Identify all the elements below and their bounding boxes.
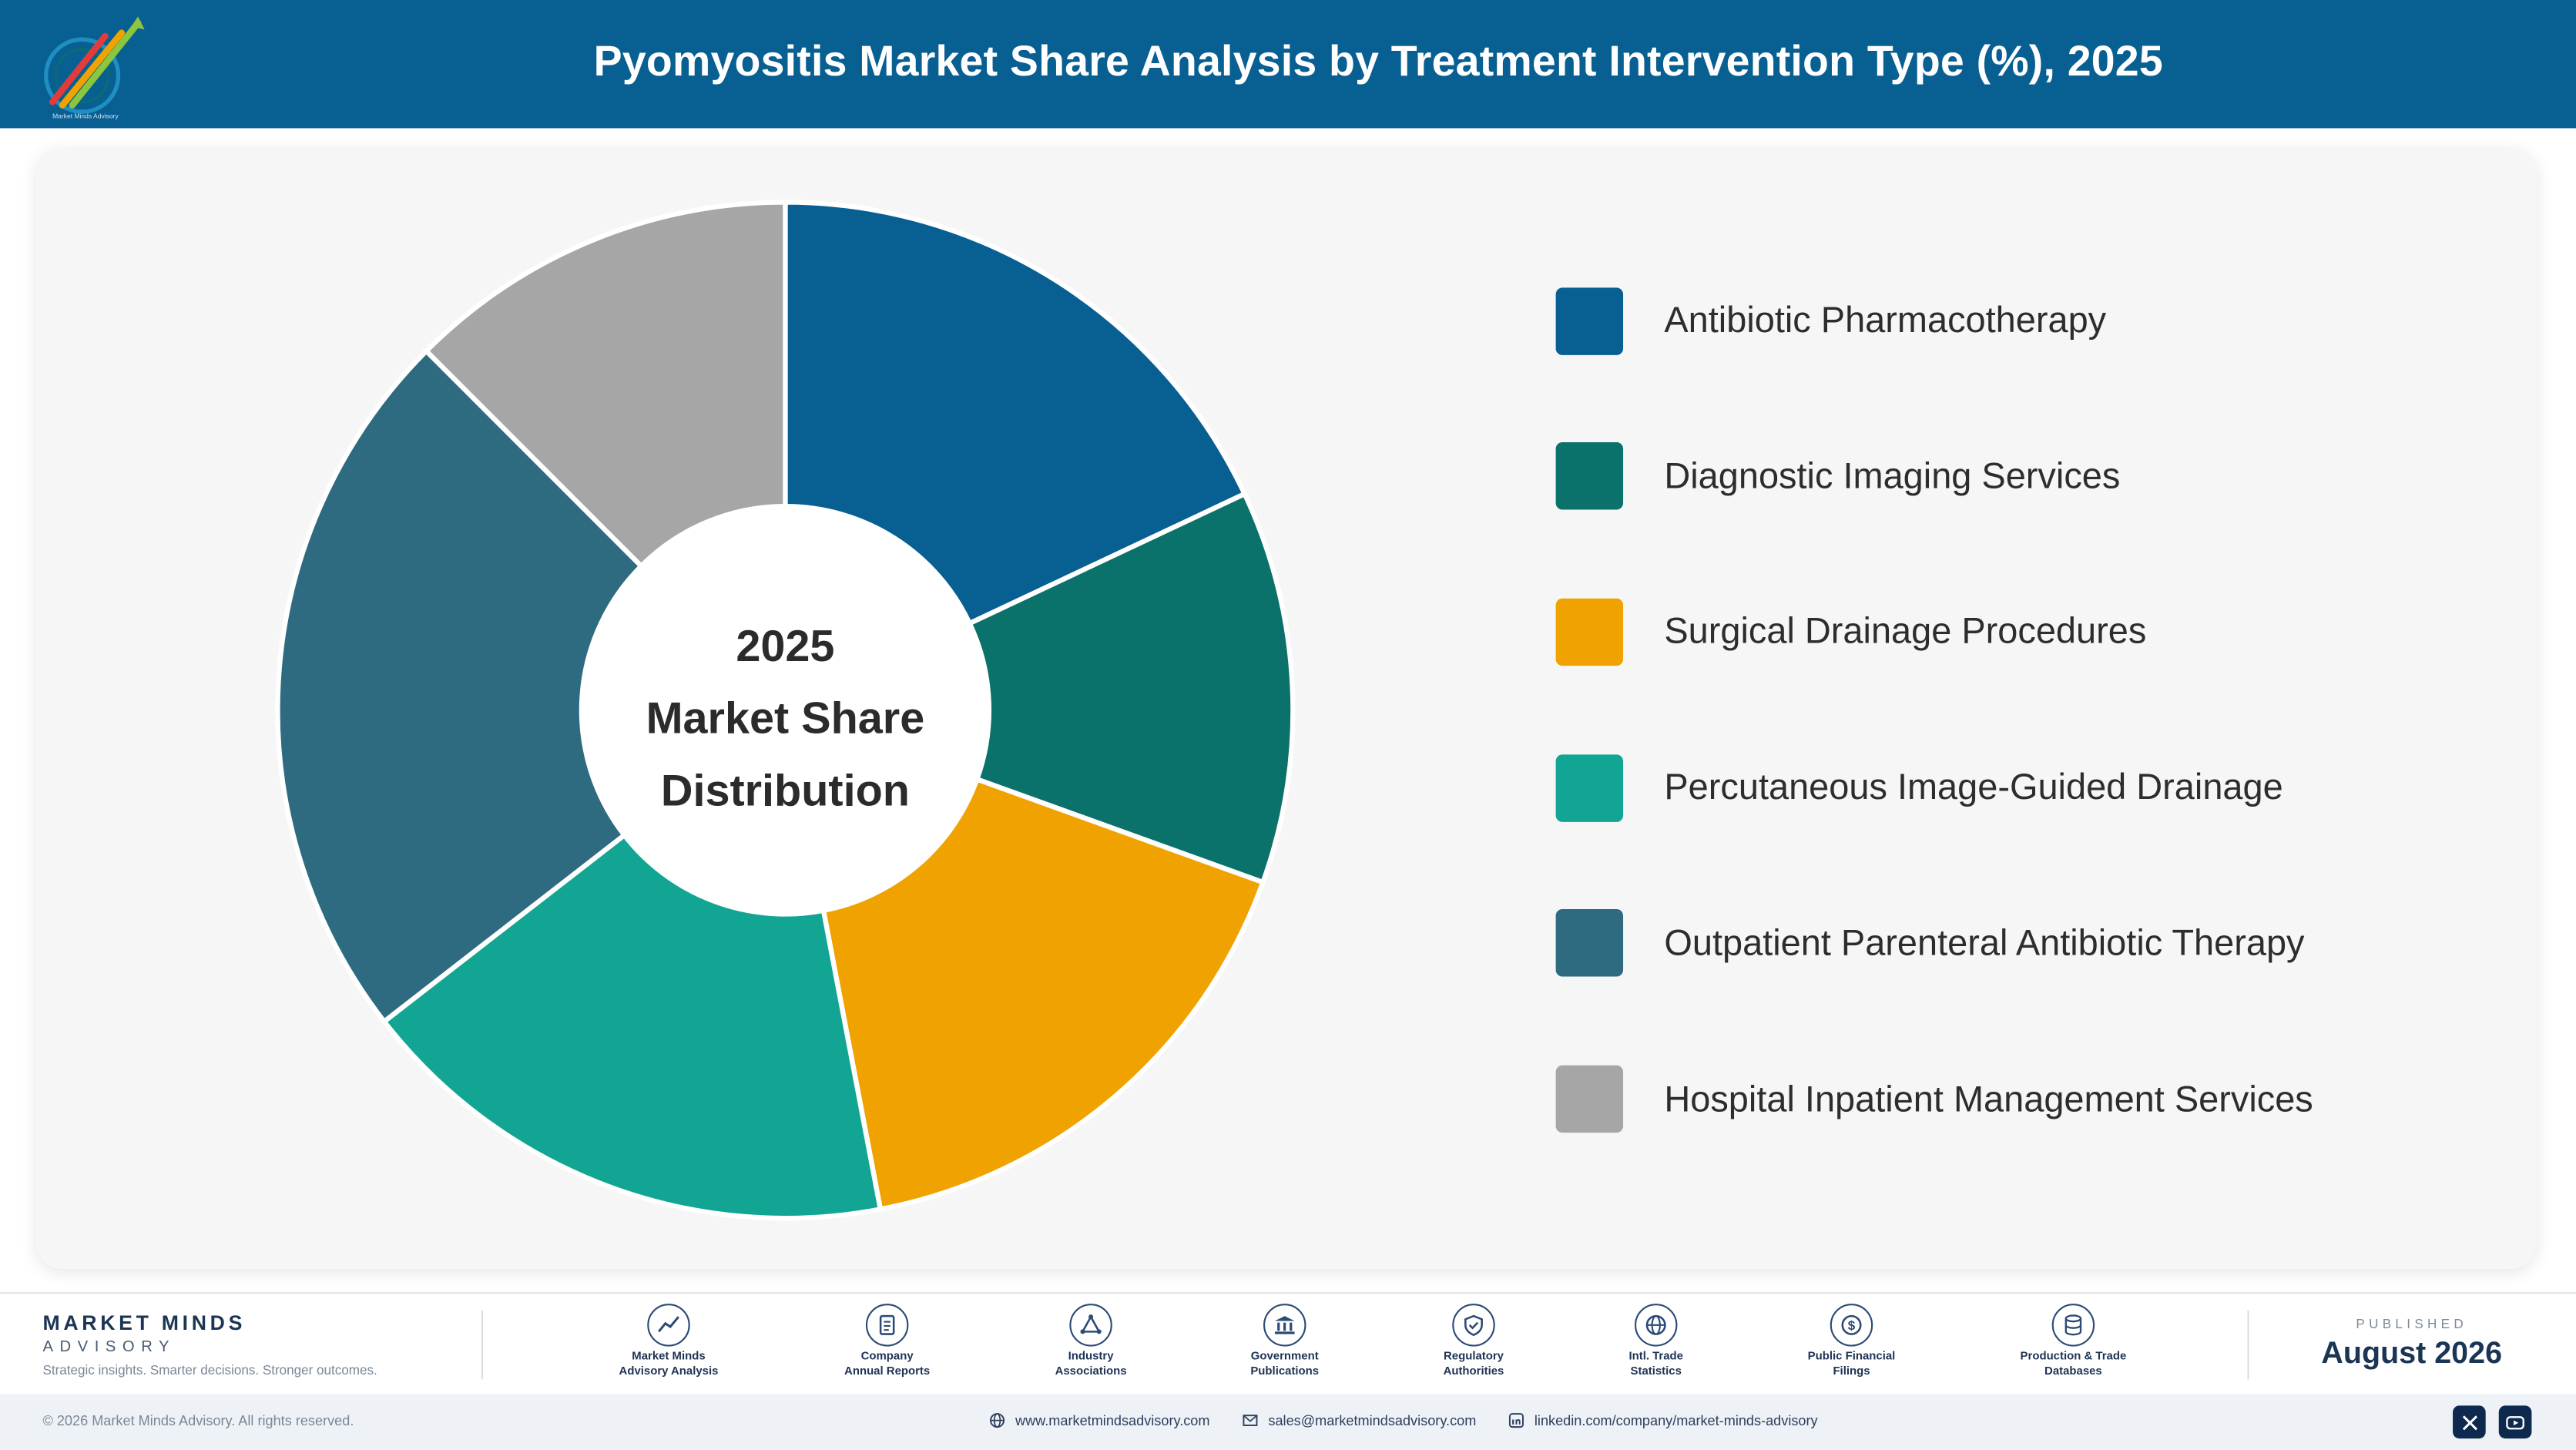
source-label-7a: Public Financial	[1807, 1351, 1896, 1363]
source-label-2a: Company	[860, 1351, 914, 1363]
published-label: PUBLISHED	[2356, 1317, 2468, 1332]
svg-text:$: $	[1848, 1318, 1856, 1333]
mail-icon	[1243, 1415, 1258, 1426]
legend-label: Outpatient Parenteral Antibiotic Therapy	[1664, 921, 2305, 963]
source-label-7b: Filings	[1833, 1365, 1870, 1378]
government-building-icon	[1263, 1304, 1306, 1347]
dollar-coin-icon: $	[1830, 1304, 1873, 1347]
logo-caption: Market Minds Advisory	[52, 112, 119, 120]
source-label-6a: Intl. Trade	[1628, 1351, 1683, 1363]
email-link[interactable]: sales@marketmindsadvisory.com	[1242, 1412, 1476, 1428]
legend-item: Surgical Drainage Procedures	[1555, 597, 2147, 666]
source-label-1b: Advisory Analysis	[619, 1365, 719, 1378]
linkedin-text: linkedin.com/company/market-minds-adviso…	[1534, 1411, 1818, 1429]
globe-icon	[1634, 1304, 1678, 1347]
source-trade-databases: Production & Trade Databases	[1974, 1304, 2172, 1379]
legend-swatch	[1555, 909, 1624, 978]
copyright-text: © 2026 Market Minds Advisory. All rights…	[42, 1411, 354, 1429]
source-market-minds-analysis: Market Minds Advisory Analysis	[570, 1304, 767, 1379]
source-government-publications: Government Publications	[1186, 1304, 1384, 1379]
published-block: PUBLISHED August 2026	[2287, 1317, 2537, 1371]
footer-divider	[481, 1310, 483, 1380]
page-title: Pyomyositis Market Share Analysis by Tre…	[593, 35, 2163, 86]
website-link[interactable]: www.marketmindsadvisory.com	[989, 1411, 1210, 1429]
legend-item: Outpatient Parenteral Antibiotic Therapy	[1555, 909, 2305, 978]
page-header: Market Minds Advisory Pyomyositis Market…	[0, 0, 2576, 129]
source-label-2b: Annual Reports	[844, 1365, 931, 1378]
legend-item: Percutaneous Image-Guided Drainage	[1555, 753, 2283, 822]
brand-tagline: Strategic insights. Smarter decisions. S…	[42, 1362, 377, 1378]
center-label-line2: Market Share	[646, 693, 925, 743]
x-social-button[interactable]	[2453, 1405, 2486, 1439]
market-minds-logo-icon: Market Minds Advisory	[44, 16, 145, 120]
center-label-line3: Distribution	[660, 766, 910, 816]
source-company-reports: Company Annual Reports	[789, 1304, 986, 1379]
database-icon	[2051, 1304, 2095, 1347]
source-regulatory-authorities: Regulatory Authorities	[1375, 1304, 1572, 1379]
legend-label: Diagnostic Imaging Services	[1664, 455, 2121, 496]
donut-chart	[277, 202, 1293, 1219]
center-label-year: 2025	[736, 621, 835, 671]
youtube-social-button[interactable]	[2498, 1405, 2532, 1439]
shield-check-icon	[1452, 1304, 1495, 1347]
source-financial-filings: $ Public Financial Filings	[1753, 1304, 1950, 1379]
linkedin-icon	[1508, 1413, 1524, 1428]
legend-swatch	[1555, 287, 1624, 354]
source-label-5b: Authorities	[1443, 1365, 1504, 1378]
source-label-5a: Regulatory	[1443, 1351, 1504, 1363]
donut-center-hole	[581, 506, 989, 915]
source-label-8b: Databases	[2044, 1365, 2102, 1378]
network-icon	[1069, 1304, 1112, 1347]
legend-item: Diagnostic Imaging Services	[1555, 441, 2121, 511]
legend-label: Hospital Inpatient Management Services	[1664, 1077, 2313, 1119]
source-label-4b: Publications	[1250, 1365, 1320, 1378]
source-label-6b: Statistics	[1630, 1365, 1682, 1378]
trend-chart-icon	[647, 1304, 690, 1347]
legend-item: Antibiotic Pharmacotherapy	[1555, 286, 2107, 355]
youtube-icon	[2506, 1415, 2524, 1429]
legend-label: Antibiotic Pharmacotherapy	[1664, 299, 2107, 341]
document-icon	[865, 1304, 909, 1347]
x-logo-icon	[2461, 1415, 2477, 1430]
brand-name: MARKET MINDS	[42, 1311, 247, 1335]
legend-swatch	[1555, 754, 1624, 822]
legend-swatch	[1555, 1065, 1624, 1133]
source-label-1a: Market Minds	[632, 1351, 706, 1363]
legend-swatch	[1555, 598, 1624, 666]
source-label-3a: Industry	[1068, 1351, 1114, 1363]
bottom-bar: © 2026 Market Minds Advisory. All rights…	[0, 1394, 2576, 1450]
page-footer: MARKET MINDS ADVISORY Strategic insights…	[0, 1292, 2576, 1395]
legend-swatch	[1555, 442, 1624, 510]
footer-brand: MARKET MINDS ADVISORY Strategic insights…	[42, 1312, 377, 1378]
linkedin-link[interactable]: linkedin.com/company/market-minds-adviso…	[1508, 1412, 1818, 1428]
legend-label: Surgical Drainage Procedures	[1664, 610, 2147, 652]
website-text: www.marketmindsadvisory.com	[1015, 1411, 1210, 1429]
source-label-4a: Government	[1250, 1351, 1319, 1363]
email-text: sales@marketmindsadvisory.com	[1268, 1411, 1477, 1429]
brand-subtitle: ADVISORY	[42, 1338, 176, 1357]
legend-item: Hospital Inpatient Management Services	[1555, 1065, 2313, 1134]
source-trade-statistics: Intl. Trade Statistics	[1558, 1304, 1755, 1379]
source-label-3b: Associations	[1055, 1365, 1127, 1378]
legend-label: Percutaneous Image-Guided Drainage	[1664, 766, 2283, 807]
source-industry-associations: Industry Associations	[992, 1304, 1189, 1379]
footer-divider	[2247, 1310, 2249, 1380]
published-date: August 2026	[2321, 1334, 2503, 1370]
globe-icon	[990, 1413, 1005, 1428]
source-label-8a: Production & Trade	[2020, 1351, 2127, 1363]
